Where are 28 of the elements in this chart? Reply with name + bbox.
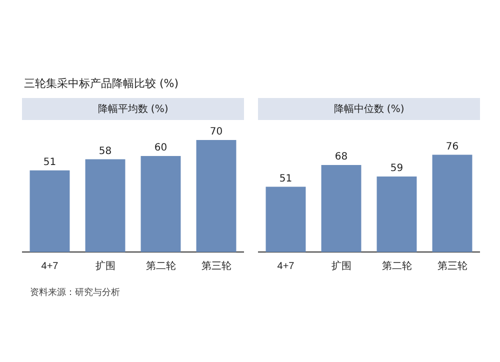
- bar: [432, 154, 472, 252]
- chart-subtitle: 降幅中位数 (%): [258, 98, 480, 120]
- x-tick-label: 第二轮: [146, 260, 176, 272]
- data-label: 58: [98, 146, 112, 157]
- x-tick-label: 第二轮: [382, 260, 412, 272]
- bar: [85, 159, 126, 252]
- data-label: 51: [43, 156, 56, 168]
- bar: [196, 140, 236, 252]
- chart-subtitle: 降幅平均数 (%): [22, 98, 244, 120]
- data-label: 70: [210, 126, 223, 138]
- bar: [30, 170, 70, 252]
- chart-title: 三轮集采中标产品降幅比较 (%): [24, 76, 179, 91]
- data-label: 59: [390, 163, 404, 174]
- bar: [266, 186, 306, 252]
- x-tick-label: 扩围: [95, 260, 116, 272]
- data-label: 76: [446, 141, 459, 152]
- bar: [140, 156, 181, 252]
- x-tick-label: 4+7: [41, 260, 59, 272]
- x-tick-label: 4+7: [277, 260, 295, 272]
- data-label: 60: [154, 142, 168, 154]
- x-tick-label: 第三轮: [201, 260, 232, 272]
- data-label: 68: [334, 152, 348, 163]
- data-label: 51: [279, 173, 292, 184]
- x-tick-label: 扩围: [331, 260, 352, 272]
- x-tick-label: 第三轮: [437, 260, 468, 272]
- bar: [376, 176, 417, 252]
- bar: [321, 164, 362, 252]
- text: 资料来源：研究与分析: [30, 286, 120, 299]
